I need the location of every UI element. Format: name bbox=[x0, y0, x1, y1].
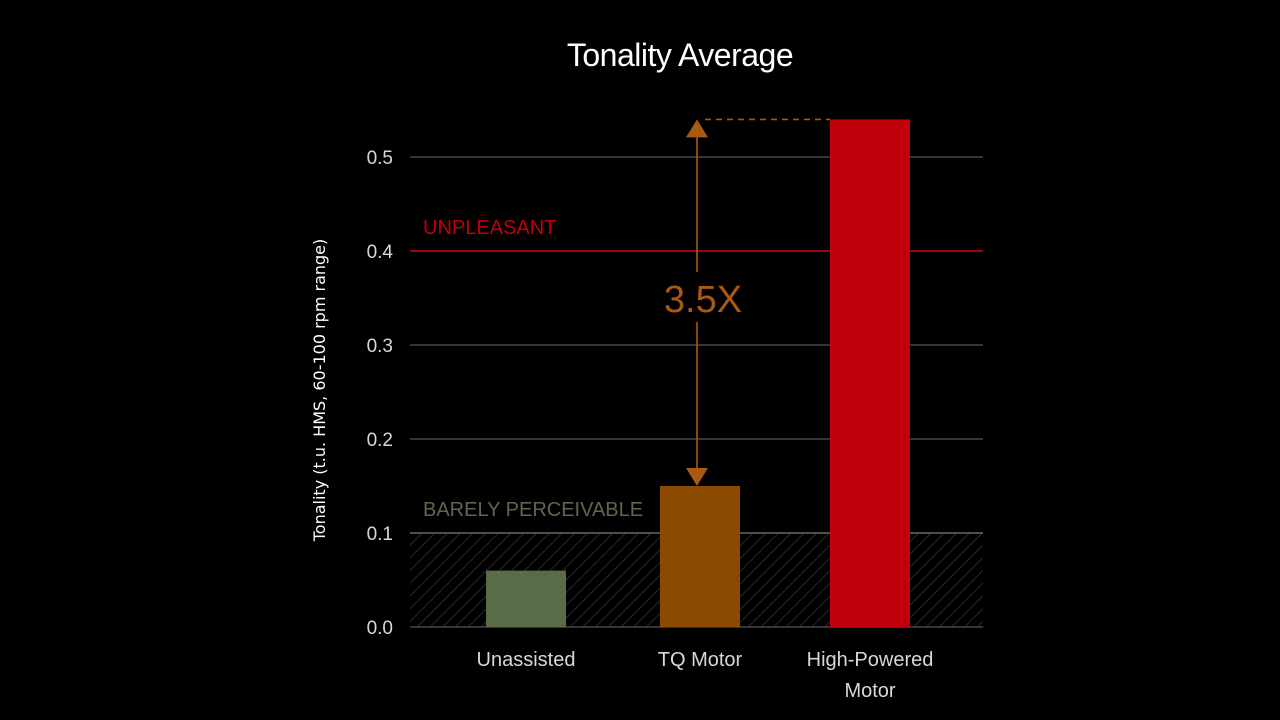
y-tick-label: 0.2 bbox=[367, 430, 393, 451]
y-axis-ticks: 0.0 0.1 0.2 0.3 0.4 0.5 bbox=[367, 148, 394, 639]
reference-line-label: UNPLEASANT bbox=[423, 217, 556, 239]
category-label: TQ Motor bbox=[658, 649, 743, 671]
category-label-line: Motor bbox=[844, 680, 895, 702]
reference-line-label: BARELY PERCEIVABLE bbox=[423, 499, 643, 521]
category-label: High-Powered Motor bbox=[807, 649, 934, 702]
arrow-head-down bbox=[686, 468, 708, 486]
category-label-line: Unassisted bbox=[477, 649, 576, 671]
category-label: Unassisted bbox=[477, 649, 576, 671]
bar bbox=[830, 119, 910, 628]
y-tick-label: 0.0 bbox=[367, 618, 393, 639]
bar bbox=[660, 486, 740, 627]
category-label-line: TQ Motor bbox=[658, 649, 743, 671]
y-tick-label: 0.4 bbox=[367, 242, 394, 263]
chart-title: Tonality Average bbox=[567, 37, 793, 73]
y-tick-label: 0.1 bbox=[367, 524, 393, 545]
arrow-head-up bbox=[686, 119, 708, 138]
y-tick-label: 0.5 bbox=[367, 148, 393, 169]
bars bbox=[486, 119, 910, 628]
bar bbox=[486, 570, 566, 627]
multiplier-label: 3.5X bbox=[664, 279, 742, 321]
x-axis-categories: Unassisted TQ Motor High-Powered Motor bbox=[477, 649, 934, 702]
category-label-line: High-Powered bbox=[807, 649, 934, 671]
y-axis-label: Tonality (t.u. HMS, 60-100 rpm range) bbox=[310, 239, 329, 543]
multiplier-annotation: 3.5X bbox=[659, 118, 830, 486]
annotation-label-backdrop bbox=[659, 272, 735, 322]
y-tick-label: 0.3 bbox=[367, 336, 393, 357]
